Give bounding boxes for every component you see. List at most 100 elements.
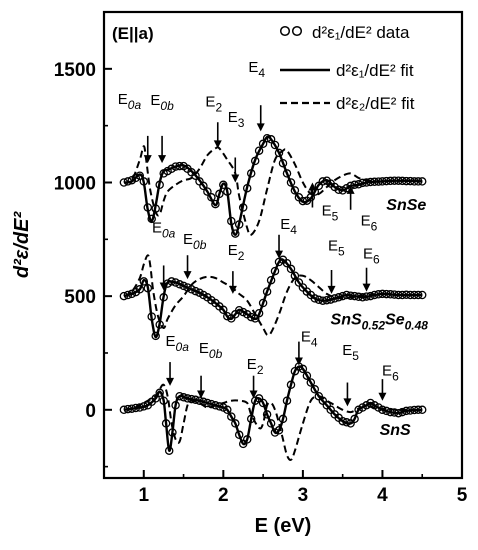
x-tick-label: 1 <box>138 485 149 506</box>
data-point-sns <box>131 403 141 413</box>
data-point-snse <box>278 158 288 168</box>
data-point-sns0-52se0-48 <box>390 290 399 299</box>
data-point-sns0-52se0-48 <box>382 289 391 299</box>
transition-label: E0b <box>183 231 207 252</box>
transition-label: E5 <box>322 202 339 223</box>
data-point-snse <box>386 176 395 186</box>
data-point-sns <box>187 394 196 404</box>
annotation-arrow: E0b <box>150 92 174 164</box>
data-point-sns0-52se0-48 <box>258 298 268 308</box>
data-point-sns <box>211 401 220 410</box>
data-point-sns <box>123 404 133 414</box>
data-point-sns0-52se0-48 <box>183 283 192 292</box>
data-point-snse <box>390 176 399 185</box>
data-point-sns0-52se0-48 <box>266 275 276 285</box>
data-point-sns <box>242 435 252 444</box>
x-tick-label: 3 <box>298 485 309 506</box>
data-point-sns <box>378 405 387 415</box>
x-tick-label: 4 <box>377 485 388 506</box>
data-point-sns <box>183 394 192 403</box>
data-point-sns0-52se0-48 <box>179 281 188 291</box>
transition-label: E5 <box>342 342 359 363</box>
annotation-arrow: E5 <box>327 238 345 294</box>
data-point-sns <box>306 378 316 387</box>
x-axis-title: E (eV) <box>255 515 312 537</box>
data-point-snse <box>362 178 371 187</box>
data-point-snse <box>410 177 419 186</box>
transition-annotations: E0a E0b E2 E3 E4 E5 E6 E0a E0b E2 E4 E5 E6 E0a E0b E2 E4… <box>118 59 399 407</box>
data-point-sns0-52se0-48 <box>413 290 423 300</box>
data-point-sns <box>342 418 351 427</box>
arrow-head <box>275 250 284 259</box>
arrow-head <box>183 271 192 280</box>
data-point-snse <box>135 171 145 180</box>
data-point-sns <box>350 414 359 424</box>
data-point-sns <box>135 403 145 412</box>
data-point-sns0-52se0-48 <box>417 290 427 300</box>
legend-label-data: d²ε₁/dE² data <box>312 23 410 42</box>
arrow-head <box>256 123 265 132</box>
data-point-sns <box>406 406 415 415</box>
y-tick-label: 0 <box>85 401 96 422</box>
data-point-sns0-52se0-48 <box>334 293 343 302</box>
data-point-sns0-52se0-48 <box>254 308 264 318</box>
data-point-sns0-52se0-48 <box>246 312 256 322</box>
data-point-snse <box>147 214 156 224</box>
data-point-sns <box>139 402 149 411</box>
transition-label: E2 <box>228 242 245 263</box>
data-point-sns0-52se0-48 <box>374 290 383 299</box>
data-point-snse <box>354 180 363 189</box>
arrow-head <box>362 283 371 292</box>
annotation-arrow: E2 <box>205 93 222 149</box>
arrow-head <box>343 398 352 407</box>
data-point-sns0-52se0-48 <box>175 280 184 289</box>
data-point-snse <box>151 204 160 213</box>
transition-label: E6 <box>361 213 378 234</box>
legend-label-fit2: d²ε₂/dE² fit <box>336 94 415 113</box>
data-point-snse <box>366 177 375 187</box>
transition-label: E0a <box>118 91 142 112</box>
data-point-snse <box>199 181 208 191</box>
data-point-snse <box>298 196 308 206</box>
data-point-sns <box>402 406 411 416</box>
data-point-sns <box>413 405 423 415</box>
data-point-sns0-52se0-48 <box>147 312 156 321</box>
data-point-sns <box>417 405 427 415</box>
data-point-sns0-52se0-48 <box>171 278 180 287</box>
data-point-sns0-52se0-48 <box>270 266 280 276</box>
transition-label: E4 <box>280 216 297 237</box>
transition-label: E0a <box>152 219 176 240</box>
data-point-sns0-52se0-48 <box>358 293 367 302</box>
data-point-snse <box>155 180 164 190</box>
material-label: SnS0.52Se0.48 <box>331 312 429 333</box>
data-point-snse <box>123 177 133 186</box>
data-point-sns0-52se0-48 <box>370 290 379 300</box>
y-axis: 0 500 1000 1500 <box>54 60 112 468</box>
data-point-snse <box>238 203 248 212</box>
data-point-sns <box>298 364 308 374</box>
data-point-snse <box>406 176 415 186</box>
data-point-sns0-52se0-48 <box>139 277 149 286</box>
annotation-arrow: E5 <box>342 342 359 407</box>
data-point-snse <box>382 176 391 186</box>
data-point-snse <box>370 177 379 187</box>
data-point-sns <box>231 419 240 428</box>
data-point-sns <box>234 430 244 440</box>
data-point-sns <box>151 394 160 403</box>
annotation-arrow: E6 <box>362 246 380 292</box>
legend-marker-circles-2 <box>291 25 303 37</box>
transition-label: E6 <box>363 246 380 267</box>
arrow-head <box>197 390 206 399</box>
data-point-sns0-52se0-48 <box>398 290 407 300</box>
transition-label: E6 <box>382 363 399 384</box>
data-point-sns <box>338 416 347 426</box>
data-point-sns0-52se0-48 <box>410 290 419 300</box>
arrow-head <box>327 285 336 294</box>
material-label: SnS <box>380 422 411 439</box>
data-point-sns0-52se0-48 <box>342 290 351 300</box>
annotation-arrow: E2 <box>228 242 245 294</box>
data-point-snse <box>143 203 153 212</box>
data-point-snse <box>211 199 220 209</box>
data-point-sns0-52se0-48 <box>314 295 324 305</box>
